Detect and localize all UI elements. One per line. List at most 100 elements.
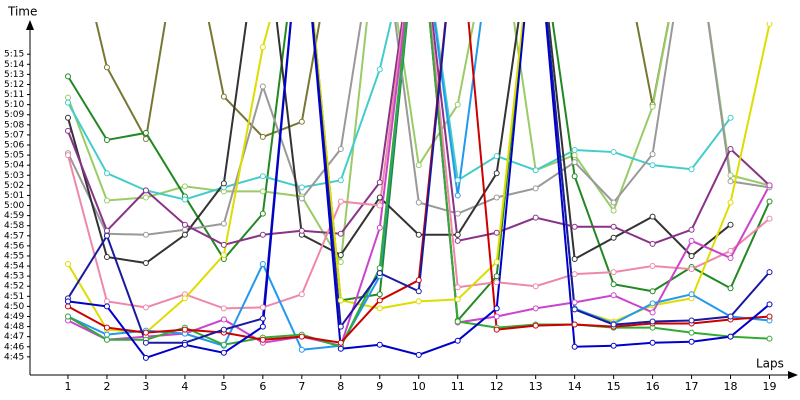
series-line	[95, 22, 670, 142]
point	[220, 316, 227, 323]
y-tick-label: 5:12	[4, 80, 24, 90]
y-tick-label: 5:08	[4, 120, 24, 130]
point	[259, 304, 266, 311]
x-tick-label: 3	[142, 380, 149, 393]
point	[610, 281, 617, 288]
point	[766, 198, 773, 205]
point	[415, 199, 422, 206]
y-tick-label: 5:09	[4, 110, 24, 120]
point	[142, 329, 149, 336]
y-axis-title: Time	[7, 5, 37, 19]
y-tick-label: 4:55	[4, 251, 24, 261]
x-tick-label: 12	[490, 380, 504, 393]
point	[571, 321, 578, 328]
y-tick-label: 5:06	[4, 141, 24, 151]
point	[454, 337, 461, 344]
point	[766, 182, 773, 189]
point	[259, 83, 266, 90]
point	[493, 313, 500, 320]
y-tick-label: 5:10	[4, 100, 24, 110]
point	[64, 261, 71, 268]
point	[727, 221, 734, 228]
point	[181, 196, 188, 203]
point	[493, 194, 500, 201]
y-tick-label: 4:53	[4, 272, 24, 282]
point	[376, 202, 383, 209]
point	[220, 180, 227, 187]
y-tick-label: 4:49	[4, 312, 24, 322]
point	[103, 303, 110, 310]
point	[259, 188, 266, 195]
y-tick-label: 5:15	[4, 50, 24, 60]
point	[64, 127, 71, 134]
point	[259, 323, 266, 330]
point	[142, 194, 149, 201]
point	[649, 213, 656, 220]
point	[103, 232, 110, 239]
y-tick-label: 4:50	[4, 302, 24, 312]
point	[532, 283, 539, 290]
point	[337, 146, 344, 153]
point	[64, 298, 71, 305]
point	[337, 323, 344, 330]
point	[64, 94, 71, 101]
x-tick-label: 17	[685, 380, 699, 393]
point	[376, 297, 383, 304]
y-tick-label: 4:57	[4, 231, 24, 241]
point	[532, 305, 539, 312]
point	[532, 214, 539, 221]
point	[142, 135, 149, 142]
point	[610, 199, 617, 206]
point	[64, 99, 71, 106]
x-tick-label: 7	[298, 380, 305, 393]
point	[649, 240, 656, 247]
point	[103, 336, 110, 343]
point	[766, 22, 773, 27]
point	[298, 346, 305, 353]
point	[571, 147, 578, 154]
point	[649, 309, 656, 316]
point	[181, 341, 188, 348]
point	[766, 215, 773, 222]
point	[142, 339, 149, 346]
point	[376, 270, 383, 277]
series-line	[67, 22, 770, 348]
point	[766, 335, 773, 342]
point	[337, 297, 344, 304]
y-tick-label: 5:05	[4, 151, 24, 161]
y-tick-label: 4:45	[4, 352, 24, 362]
y-tick-label: 5:04	[4, 161, 24, 171]
series-line	[67, 22, 732, 201]
point	[259, 261, 266, 268]
point	[259, 44, 266, 51]
point	[532, 167, 539, 174]
series-line	[67, 22, 732, 265]
x-axis-title: Laps	[756, 357, 784, 371]
point	[727, 333, 734, 340]
point	[649, 318, 656, 325]
x-tick-label: 6	[259, 380, 266, 393]
point	[727, 178, 734, 185]
point	[727, 313, 734, 320]
point	[571, 223, 578, 230]
point	[454, 237, 461, 244]
point	[298, 227, 305, 234]
point	[454, 101, 461, 108]
point	[727, 146, 734, 153]
x-tick-label: 2	[103, 380, 110, 393]
point	[103, 227, 110, 234]
point	[727, 172, 734, 179]
point	[220, 341, 227, 348]
point	[415, 298, 422, 305]
point	[142, 187, 149, 194]
point	[337, 177, 344, 184]
point	[649, 151, 656, 158]
y-tick-label: 4:59	[4, 211, 24, 221]
x-tick-label: 15	[607, 380, 621, 393]
y-tick-label: 5:13	[4, 70, 24, 80]
point	[337, 198, 344, 205]
point	[493, 273, 500, 280]
y-tick-label: 5:00	[4, 201, 24, 211]
point	[493, 305, 500, 312]
x-tick-label: 8	[337, 380, 344, 393]
